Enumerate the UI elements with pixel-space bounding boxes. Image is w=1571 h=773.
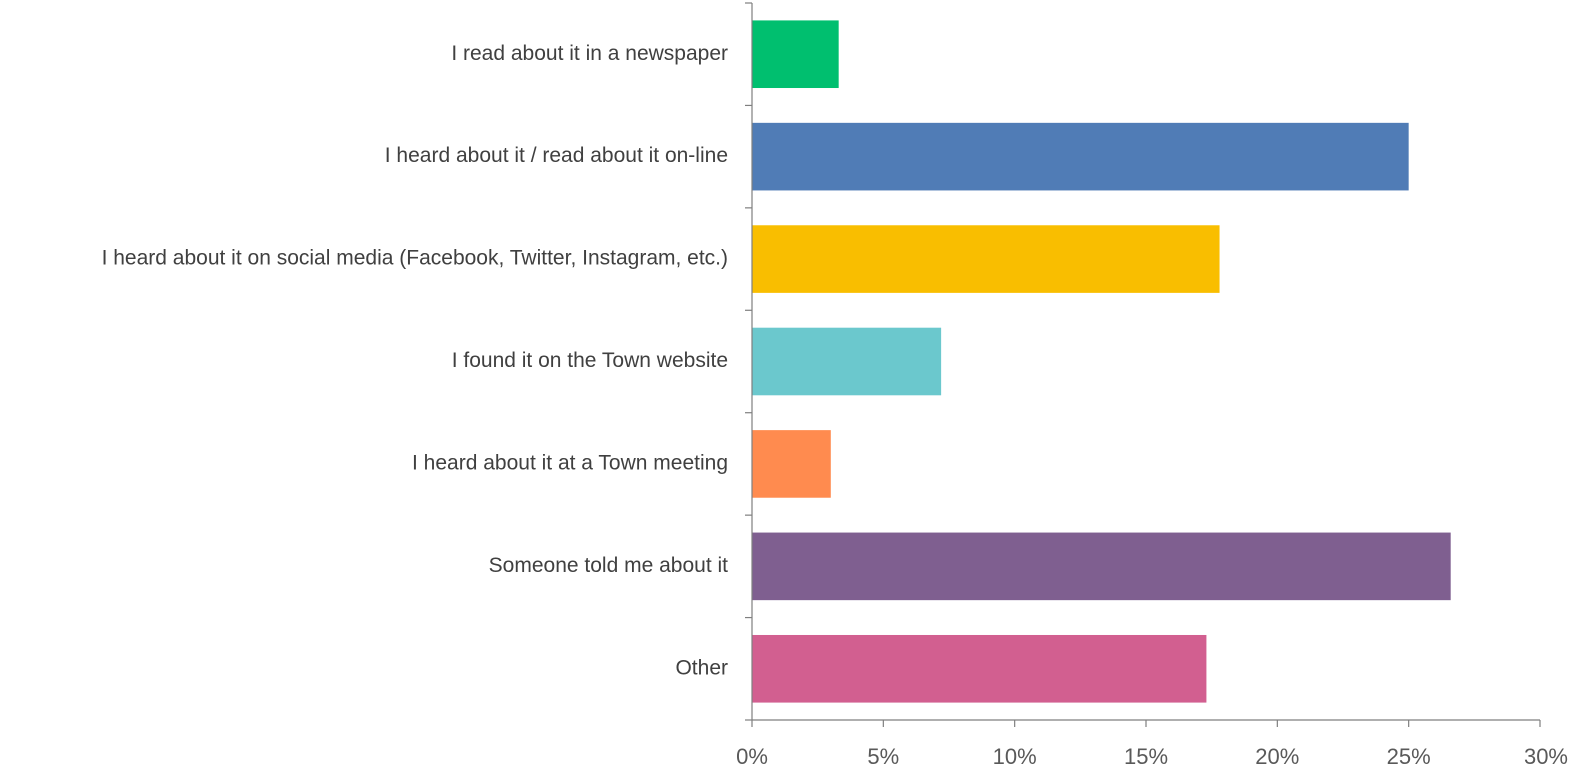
bar-4 — [752, 327, 942, 396]
x-tick-label: 20% — [1255, 744, 1299, 769]
x-tick-labels: 0% 5% 10% 15% 20% 25% 30% — [736, 744, 1568, 769]
x-tick-label: 30% — [1524, 744, 1568, 769]
category-label: I heard about it at a Town meeting — [412, 451, 728, 474]
bar-3 — [752, 225, 1220, 293]
category-label: Someone told me about it — [489, 554, 728, 577]
x-tick-label: 5% — [867, 744, 899, 769]
bar-1 — [752, 20, 839, 89]
category-label: I heard about it / read about it on-line — [385, 144, 728, 167]
x-tick-label: 0% — [736, 744, 768, 769]
bars-group — [752, 20, 1451, 703]
bar-7 — [752, 634, 1207, 703]
category-label: I read about it in a newspaper — [451, 42, 728, 65]
category-label: I heard about it on social media (Facebo… — [102, 247, 728, 270]
category-label: Other — [675, 656, 728, 679]
bar-2 — [752, 122, 1409, 191]
x-tick-label: 25% — [1387, 744, 1431, 769]
bar-5 — [752, 430, 831, 498]
x-tick-label: 10% — [993, 744, 1037, 769]
bar-6 — [752, 532, 1451, 601]
category-labels: I read about it in a newspaper I heard ab… — [102, 42, 729, 680]
x-tick-label: 15% — [1124, 744, 1168, 769]
category-label: I found it on the Town website — [452, 349, 728, 372]
axes-group — [745, 2, 1541, 727]
